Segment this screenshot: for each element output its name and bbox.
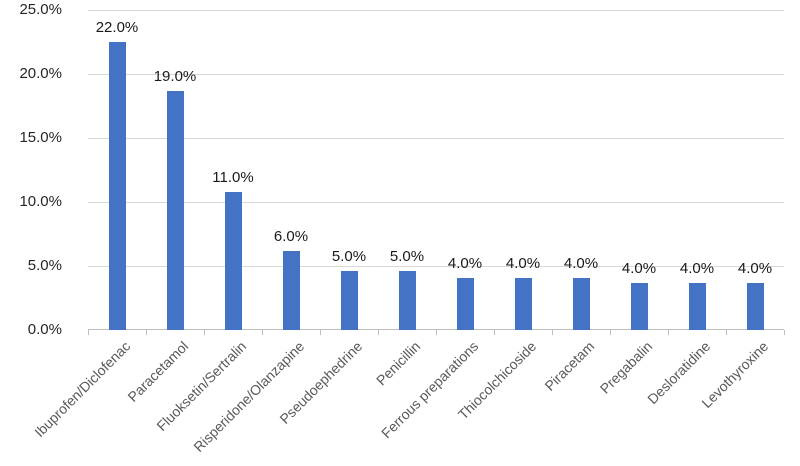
x-axis-tick-mark: [494, 330, 495, 335]
y-axis-tick-label: 15.0%: [19, 129, 62, 146]
plot-area: 22.0% 19.0% 11.0% 6.0% 5.0% 5.0% 4.0% 4.0% 4.0% 4…: [88, 10, 784, 330]
x-axis-tick-mark: [146, 330, 147, 335]
bar: [283, 251, 300, 330]
bar-data-label: 5.0%: [389, 248, 425, 265]
bar-data-label: 4.0%: [563, 255, 599, 272]
x-axis-tick-mark: [262, 330, 263, 335]
gridline: [88, 266, 784, 267]
gridline: [88, 74, 784, 75]
bar: [457, 278, 474, 330]
y-axis-tick-label: 25.0%: [19, 1, 62, 18]
bar: [109, 42, 126, 330]
bar-data-label: 19.0%: [153, 68, 197, 85]
bar: [341, 271, 358, 330]
gridline: [88, 10, 784, 11]
bar-data-label: 4.0%: [447, 255, 483, 272]
bar: [573, 278, 590, 330]
bar-data-label: 11.0%: [212, 169, 254, 186]
bar-data-label: 4.0%: [737, 260, 773, 277]
y-axis-tick-label: 10.0%: [19, 193, 62, 210]
bar: [689, 283, 706, 330]
bar-data-label: 4.0%: [621, 260, 657, 277]
bar-data-label: 5.0%: [331, 248, 367, 265]
y-axis-tick-label: 5.0%: [27, 257, 62, 274]
x-axis-tick-mark: [668, 330, 669, 335]
bar: [167, 91, 184, 330]
bar: [631, 283, 648, 330]
x-axis-tick-mark: [436, 330, 437, 335]
x-axis-tick-mark: [610, 330, 611, 335]
x-axis-tick-mark: [552, 330, 553, 335]
x-axis-tick-mark: [88, 330, 89, 335]
x-axis-tick-mark: [378, 330, 379, 335]
x-axis-tick-mark: [320, 330, 321, 335]
bar-data-label: 4.0%: [505, 255, 541, 272]
gridline: [88, 202, 784, 203]
y-axis-tick-label: 20.0%: [19, 65, 62, 82]
gridline: [88, 138, 784, 139]
y-axis-tick-label: 0.0%: [27, 321, 62, 338]
bar: [747, 283, 764, 330]
x-axis-line: [88, 329, 784, 330]
x-axis-tick-mark: [784, 330, 785, 335]
bar: [399, 271, 416, 330]
x-axis-tick-mark: [726, 330, 727, 335]
x-axis-tick-mark: [204, 330, 205, 335]
bar-data-label: 22.0%: [95, 19, 139, 36]
category-label: Ibuprofen/Diclofenac: [31, 338, 134, 441]
bar-data-label: 4.0%: [679, 260, 715, 277]
bar-data-label: 6.0%: [273, 228, 309, 245]
bar: [225, 192, 242, 330]
bar: [515, 278, 532, 330]
